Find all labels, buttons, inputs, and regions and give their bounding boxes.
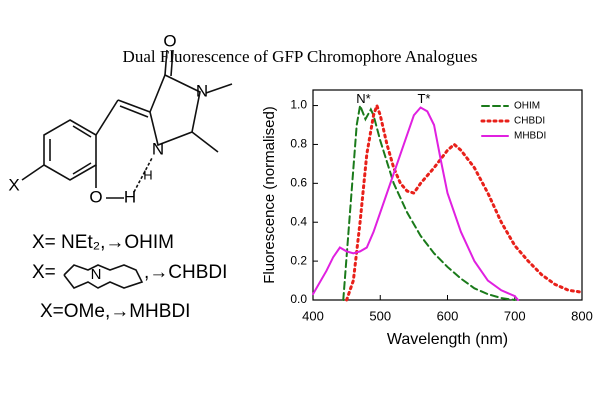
y-tick-label: 1.0 xyxy=(290,98,307,112)
bond xyxy=(117,99,151,113)
atom: H xyxy=(143,167,152,182)
chart: 400 500 600 700 800 0.0 0.2 0.4 0.6 0.8 1.0 Wavelen… xyxy=(261,89,593,348)
atom: N xyxy=(152,139,164,158)
bond xyxy=(164,49,168,76)
imidazolone-ring xyxy=(149,73,201,147)
substituent-label: X=OMe,→MHBDI xyxy=(40,301,190,322)
substituent-label: X= xyxy=(32,262,56,283)
atom: O xyxy=(89,187,102,206)
bond xyxy=(21,164,45,181)
y-axis-label: Fluorescence (normalised) xyxy=(261,106,278,284)
bond xyxy=(72,162,92,175)
atom: N xyxy=(91,266,102,283)
benzene-ring xyxy=(43,119,97,181)
y-tick-label: 0.6 xyxy=(290,176,307,190)
annotation: T* xyxy=(417,91,430,106)
bond xyxy=(95,99,119,136)
bond xyxy=(72,125,92,138)
x-tick-label: 400 xyxy=(302,308,324,323)
x-tick-label: 600 xyxy=(437,308,459,323)
substituent-label: X= NEt₂,→OHIM xyxy=(32,232,174,253)
y-tick-label: 0.4 xyxy=(290,214,307,228)
y-tick-label: 0.8 xyxy=(290,137,307,151)
atom: H xyxy=(124,187,136,206)
bond xyxy=(119,105,149,118)
y-tick-label: 0.2 xyxy=(290,253,307,267)
x-tick-label: 800 xyxy=(571,308,593,323)
legend-label: OHIM xyxy=(514,101,540,112)
series-line xyxy=(342,101,516,301)
x-tick-label: 700 xyxy=(504,308,526,323)
atom: X xyxy=(8,175,19,194)
h-bond xyxy=(133,157,153,193)
legend-label: MHBDI xyxy=(514,131,546,142)
series-line xyxy=(345,100,584,302)
series-line xyxy=(312,106,520,301)
atom: O xyxy=(163,31,176,50)
x-axis-label: Wavelength (nm) xyxy=(387,331,508,348)
bond xyxy=(205,83,233,94)
atom: N xyxy=(196,81,208,100)
structure: O N N X O H H X= NEt₂,→OHIM X= N ,→CHBDI… xyxy=(8,31,233,322)
figure-title: Dual Fluorescence of GFP Chromophore Ana… xyxy=(123,47,478,66)
legend-label: CHBDI xyxy=(514,116,545,127)
bond xyxy=(191,131,219,153)
plot-frame xyxy=(312,89,583,301)
x-tick-label: 500 xyxy=(369,308,391,323)
y-tick-label: 0.0 xyxy=(290,292,307,306)
julolidine-ring xyxy=(63,264,144,289)
bond xyxy=(170,49,174,77)
substituent-label: ,→CHBDI xyxy=(144,262,227,283)
annotation: N* xyxy=(356,91,370,106)
